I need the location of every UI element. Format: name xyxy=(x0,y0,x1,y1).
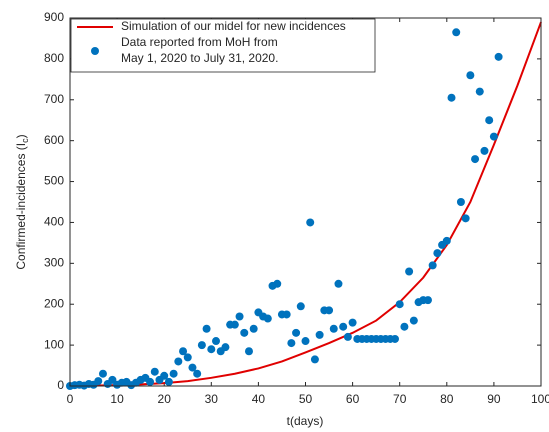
data-point xyxy=(334,279,343,288)
y-tick-label: 200 xyxy=(44,296,64,310)
y-tick-label: 0 xyxy=(57,378,64,392)
data-point xyxy=(146,377,155,386)
data-point xyxy=(485,116,494,125)
data-point xyxy=(461,214,470,223)
data-point xyxy=(221,343,230,352)
data-point xyxy=(301,337,310,346)
data-point xyxy=(273,279,282,288)
data-point xyxy=(405,267,414,276)
x-tick-label: 100 xyxy=(531,392,549,406)
data-point xyxy=(188,363,197,372)
y-axis-label: Confirmed-incidences (Ic) xyxy=(14,134,30,269)
legend-label: Data reported from MoH from xyxy=(121,35,278,49)
data-point xyxy=(292,328,301,337)
data-point xyxy=(348,318,357,327)
data-point xyxy=(197,341,206,350)
data-point xyxy=(282,310,291,319)
data-point xyxy=(174,357,183,366)
data-point xyxy=(475,87,484,96)
data-point xyxy=(287,339,296,348)
y-label-main: Confirmed-incidences (I xyxy=(14,143,28,270)
data-point xyxy=(494,52,503,61)
data-point xyxy=(94,377,103,386)
y-tick-label: 900 xyxy=(44,10,64,24)
y-tick-label: 100 xyxy=(44,337,64,351)
data-point xyxy=(390,334,399,343)
legend-label: Simulation of our midel for new incidenc… xyxy=(121,19,346,33)
data-point xyxy=(452,28,461,37)
data-point xyxy=(150,367,159,376)
y-tick-label: 800 xyxy=(44,51,64,65)
x-tick-label: 90 xyxy=(487,392,501,406)
data-point xyxy=(456,198,465,206)
x-tick-label: 60 xyxy=(346,392,360,406)
data-point xyxy=(310,355,319,364)
x-tick-label: 0 xyxy=(67,392,74,406)
legend-swatch xyxy=(91,47,99,55)
data-point xyxy=(423,296,432,305)
x-tick-label: 70 xyxy=(393,392,407,406)
data-point xyxy=(296,302,305,311)
data-point xyxy=(179,347,188,356)
data-point xyxy=(480,146,489,155)
y-tick-label: 400 xyxy=(44,215,64,229)
data-point xyxy=(306,218,315,227)
x-tick-label: 30 xyxy=(205,392,219,406)
x-tick-label: 10 xyxy=(110,392,124,406)
data-point xyxy=(433,249,442,258)
x-tick-label: 40 xyxy=(252,392,266,406)
data-point xyxy=(98,369,107,378)
data-point xyxy=(400,322,409,331)
y-tick-label: 600 xyxy=(44,133,64,147)
data-point xyxy=(207,345,216,354)
data-point xyxy=(193,369,202,378)
y-tick-label: 300 xyxy=(44,256,64,270)
x-tick-label: 80 xyxy=(440,392,454,406)
data-point xyxy=(244,347,253,356)
data-point xyxy=(164,377,173,386)
data-point xyxy=(329,324,338,333)
x-tick-label: 50 xyxy=(299,392,313,406)
data-point xyxy=(343,332,352,341)
data-point xyxy=(315,330,324,339)
data-point xyxy=(339,322,348,331)
data-point xyxy=(230,320,239,329)
y-tick-label: 500 xyxy=(44,174,64,188)
axes-box xyxy=(69,17,542,387)
data-point xyxy=(160,371,169,380)
data-point xyxy=(263,314,272,323)
data-point xyxy=(240,328,249,337)
data-point xyxy=(202,324,211,333)
data-point xyxy=(183,353,192,362)
data-point xyxy=(169,369,178,378)
y-label-sub: c xyxy=(20,138,30,143)
legend-box xyxy=(70,18,376,73)
data-point xyxy=(447,93,456,102)
y-label-end: ) xyxy=(14,134,28,138)
legend-label: May 1, 2020 to July 31, 2020. xyxy=(121,51,278,65)
data-point xyxy=(212,337,221,346)
y-tick-label: 700 xyxy=(44,92,64,106)
data-point xyxy=(466,71,475,80)
data-point xyxy=(428,261,437,270)
data-point xyxy=(235,312,244,321)
data-point xyxy=(442,236,451,245)
data-point xyxy=(409,316,418,325)
data-point xyxy=(395,300,404,309)
data-point xyxy=(489,132,498,141)
data-point xyxy=(471,155,480,164)
data-point xyxy=(325,306,334,315)
x-tick-label: 20 xyxy=(158,392,172,406)
x-axis-label: t(days) xyxy=(287,414,324,428)
data-point xyxy=(249,324,258,333)
